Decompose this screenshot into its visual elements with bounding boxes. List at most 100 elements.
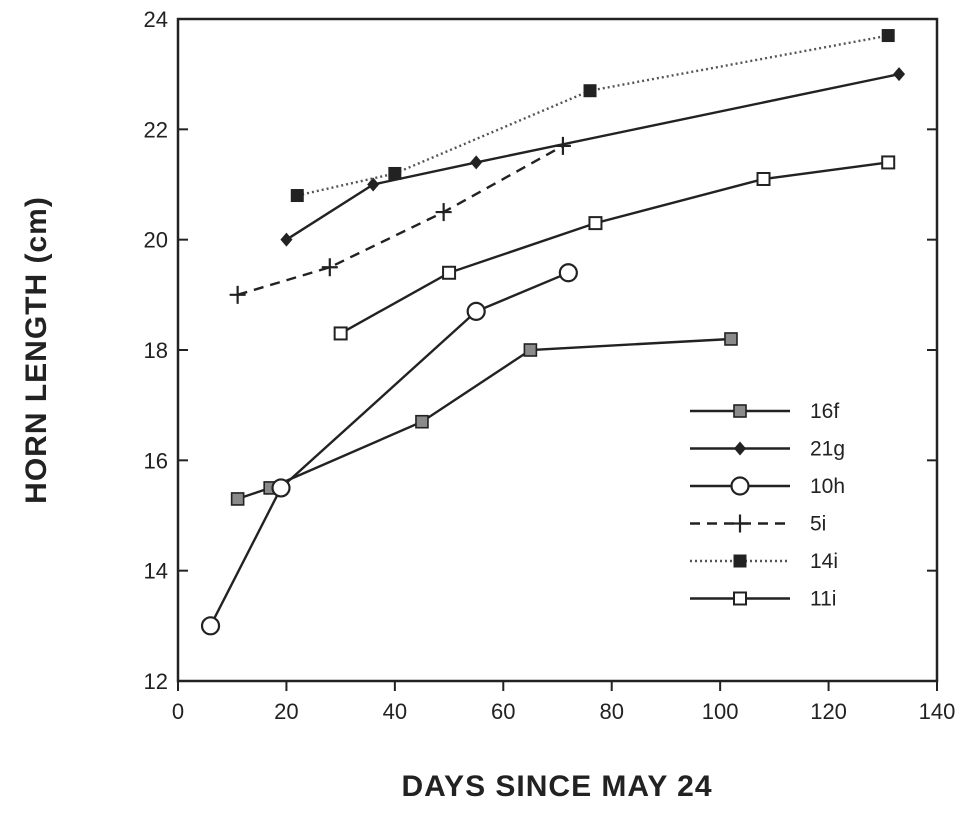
marker-shape [230, 492, 245, 506]
data-point-16f [523, 343, 538, 357]
data-point-11i [588, 216, 603, 231]
series-14i [290, 29, 895, 203]
y-tick-label: 24 [144, 7, 168, 32]
series-line-16f [237, 337, 732, 501]
data-point-16f [415, 414, 429, 429]
marker-shape [756, 171, 771, 186]
x-tick-label: 60 [491, 699, 515, 724]
data-point-11i [442, 265, 457, 280]
series-5i [229, 136, 571, 304]
y-tick-label: 20 [144, 228, 168, 253]
marker-shape [290, 189, 304, 203]
y-axis-title: HORN LENGTH (cm) [20, 196, 53, 504]
series-layer [200, 29, 906, 636]
marker-shape [881, 29, 895, 43]
series-line-14i [297, 34, 889, 197]
y-tick-label: 22 [144, 117, 168, 142]
marker-shape [415, 414, 429, 429]
marker-shape [733, 591, 747, 606]
data-point-14i [881, 29, 895, 43]
data-point-14i [583, 84, 597, 98]
data-point-21g [893, 67, 906, 82]
data-point-10h [558, 263, 578, 283]
marker-shape [466, 301, 486, 321]
legend-label: 21g [810, 438, 845, 461]
data-point-5i [321, 258, 338, 277]
data-point-11i [881, 155, 896, 170]
legend-marker [732, 514, 748, 533]
data-point-21g [280, 232, 293, 247]
x-tick-label: 100 [702, 699, 739, 724]
data-point-11i [333, 326, 348, 341]
data-point-21g [470, 155, 483, 170]
y-tick-label: 12 [144, 669, 168, 694]
series-10h [200, 263, 578, 636]
marker-shape [367, 177, 380, 192]
marker-shape [583, 84, 597, 98]
data-point-16f [724, 332, 738, 346]
marker-shape [724, 332, 738, 346]
marker-shape [881, 155, 896, 170]
x-tick-label: 80 [599, 699, 623, 724]
legend-marker [733, 591, 747, 606]
legend-entry-14i: 14i [690, 550, 838, 573]
data-point-16f [230, 492, 245, 506]
x-axis-ticks: 0 20 40 60 80 100 120 140 [172, 681, 955, 724]
data-point-14i [290, 189, 304, 203]
legend-entry-16f: 16f [690, 400, 839, 423]
marker-shape [734, 441, 746, 456]
legend-entry-11i: 11i [690, 588, 836, 611]
data-point-10h [271, 478, 291, 498]
marker-shape [893, 67, 906, 82]
legend-label: 16f [810, 400, 839, 423]
x-tick-label: 120 [810, 699, 847, 724]
x-tick-label: 40 [383, 699, 407, 724]
series-16f [230, 332, 738, 506]
series-line-5i [237, 144, 564, 296]
marker-shape [523, 343, 538, 357]
series-line-11i [340, 161, 889, 335]
legend-label: 14i [810, 550, 838, 573]
y-tick-label: 16 [144, 448, 168, 473]
marker-shape [442, 265, 457, 280]
marker-shape [730, 476, 750, 496]
marker-shape [733, 404, 747, 418]
legend-marker [733, 404, 747, 418]
data-point-11i [756, 171, 771, 186]
series-11i [333, 155, 896, 341]
series-line-10h [209, 271, 569, 627]
legend-entry-5i: 5i [690, 513, 826, 536]
marker-shape [333, 326, 348, 341]
marker-shape [733, 554, 747, 568]
data-point-21g [367, 177, 380, 192]
marker-shape [558, 263, 578, 283]
legend-marker [730, 476, 750, 496]
marker-shape [388, 166, 402, 180]
legend-label: 11i [810, 588, 836, 611]
legend: 16f 21g 10h 5i 14i 11i [690, 400, 845, 611]
data-point-14i [388, 166, 402, 180]
marker-shape [588, 216, 603, 231]
series-line-21g [285, 73, 900, 241]
x-axis-title: DAYS SINCE MAY 24 [401, 770, 712, 803]
legend-entry-10h: 10h [690, 475, 845, 498]
x-tick-label: 0 [172, 699, 184, 724]
x-tick-label: 140 [919, 699, 956, 724]
y-tick-label: 18 [144, 338, 168, 363]
data-point-5i [229, 285, 246, 304]
y-tick-label: 14 [144, 559, 168, 584]
series-21g [280, 67, 906, 247]
data-point-5i [435, 203, 452, 222]
legend-label: 10h [810, 475, 845, 498]
legend-label: 5i [810, 513, 826, 536]
plot-frame [176, 17, 939, 683]
y-axis-ticks: 12 14 16 18 20 22 24 [144, 7, 937, 694]
marker-shape [280, 232, 293, 247]
marker-shape [271, 478, 291, 498]
data-point-10h [466, 301, 486, 321]
data-point-10h [200, 616, 221, 636]
data-point-5i [554, 136, 571, 155]
marker-shape [200, 616, 221, 636]
legend-marker [733, 554, 747, 568]
